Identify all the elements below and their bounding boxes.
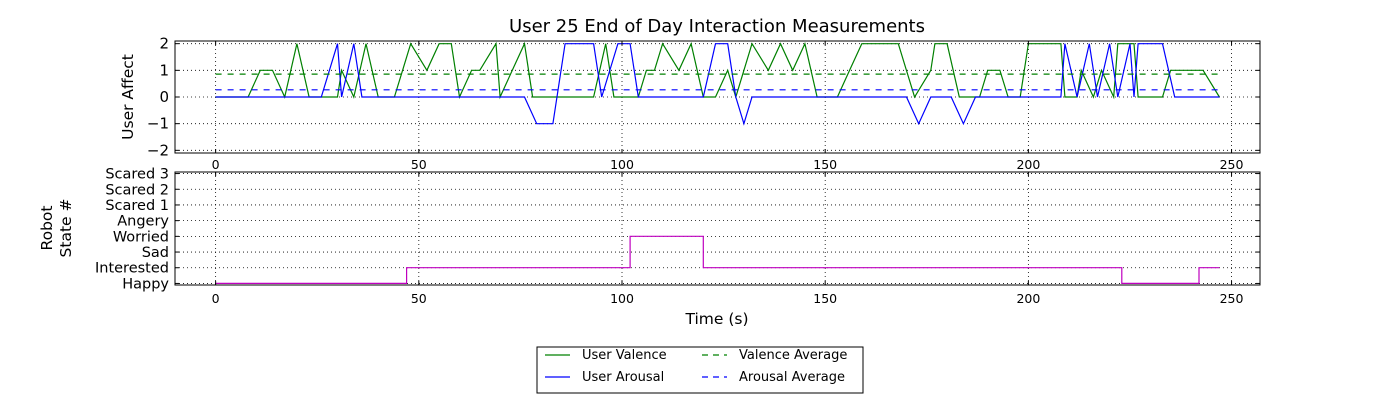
robot-state-y-tick-label: Angery	[117, 214, 169, 230]
affect-x-tick-label: 100	[610, 157, 634, 172]
affect-series	[215, 41, 1220, 126]
robot-state-y-tick-label: Sad	[142, 245, 169, 261]
legend-items: User Valence User Arousal Valence Average A…	[545, 348, 847, 385]
arousal-line	[215, 43, 1220, 126]
legend-item-user-valence-label: User Valence	[582, 348, 667, 363]
robot-state-ticks: 0 50 100 150 200 250 HappyInterestedSadWorried…	[95, 167, 1260, 306]
robot-state-y-tick-label: Interested	[95, 261, 169, 277]
robot-state-x-tick-label: 250	[1220, 291, 1244, 306]
robot-state-y-axis-label-line2: State #	[57, 199, 75, 258]
robot-state-y-tick-label: Worried	[113, 229, 169, 245]
robot-state-x-tick-label: 100	[610, 291, 634, 306]
affect-plot-panel: 0 50 100 150 200 250 −2 −1 0 1 2 User Affect	[119, 35, 1261, 172]
legend-item-arousal-average-label: Arousal Average	[739, 370, 845, 385]
robot-state-y-tick-label: Scared 2	[105, 182, 169, 198]
affect-x-tick-label: 0	[212, 157, 220, 172]
affect-y-tick-label: 0	[159, 88, 169, 106]
robot-state-x-tick-label: 0	[212, 291, 220, 306]
robot-state-x-tick-label: 200	[1016, 291, 1040, 306]
affect-x-tick-label: 50	[411, 157, 427, 172]
robot-state-line	[215, 235, 1220, 284]
robot-state-x-tick-label: 50	[411, 291, 427, 306]
valence-line	[215, 41, 1220, 100]
affect-x-tick-label: 200	[1016, 157, 1040, 172]
robot-state-y-tick-label: Scared 1	[105, 198, 169, 214]
affect-y-axis-label: User Affect	[119, 54, 137, 140]
robot-state-plot-background	[175, 172, 1260, 285]
legend-frame	[536, 346, 864, 394]
robot-state-grid	[175, 172, 1260, 285]
robot-state-y-axis-label-line1: Robot	[38, 206, 56, 251]
legend: User Valence User Arousal Valence Average A…	[536, 346, 864, 394]
robot-state-y-tick-label: Scared 3	[105, 167, 169, 183]
affect-y-tick-label: 1	[159, 61, 169, 79]
chart-title: User 25 End of Day Interaction Measureme…	[509, 16, 925, 37]
legend-item-valence-average-label: Valence Average	[739, 348, 847, 363]
affect-y-tick-label: −2	[147, 141, 169, 159]
affect-x-tick-label: 250	[1220, 157, 1244, 172]
robot-state-plot-frame	[174, 171, 1261, 286]
robot-state-series	[215, 235, 1220, 284]
affect-x-tick-label: 150	[813, 157, 837, 172]
robot-state-plot-panel: 0 50 100 150 200 250 HappyInterestedSadWorried…	[38, 167, 1261, 328]
robot-state-x-tick-label: 150	[813, 291, 837, 306]
affect-y-tick-label: −1	[147, 115, 169, 133]
affect-ticks: 0 50 100 150 200 250 −2 −1 0 1 2	[147, 35, 1260, 172]
x-axis-label: Time (s)	[684, 310, 748, 328]
robot-state-y-tick-label: Happy	[122, 276, 169, 292]
affect-y-tick-label: 2	[159, 35, 169, 53]
legend-item-user-arousal-label: User Arousal	[582, 370, 664, 385]
